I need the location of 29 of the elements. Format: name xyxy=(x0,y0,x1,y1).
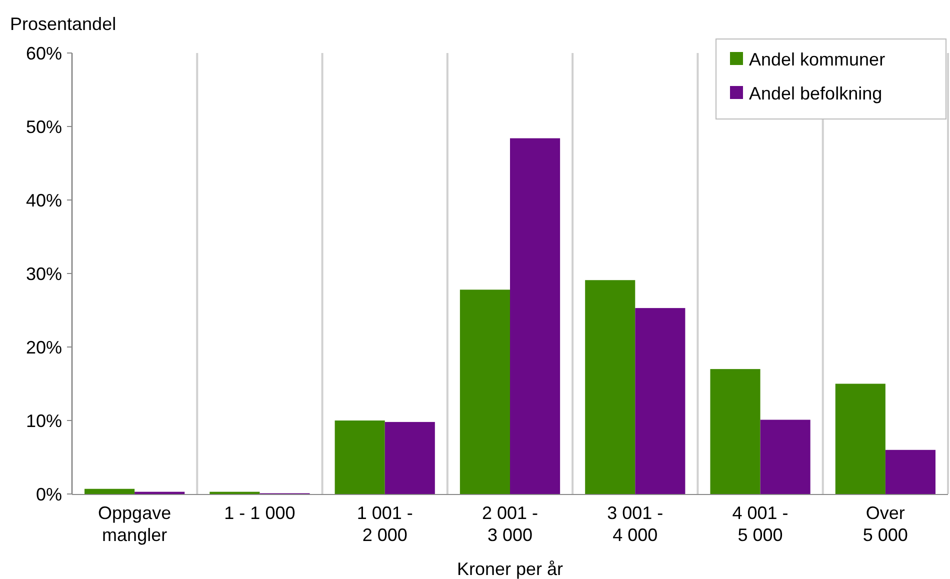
y-tick-label: 20% xyxy=(26,337,62,358)
x-tick-label: 1 - 1 000 xyxy=(224,503,296,523)
bar xyxy=(635,308,686,494)
bar xyxy=(885,450,936,494)
legend-label: Andel kommuner xyxy=(749,49,886,70)
bar xyxy=(510,138,560,494)
bar xyxy=(334,420,385,494)
y-tick-label: 50% xyxy=(26,116,62,137)
x-axis-title: Kroner per år xyxy=(456,559,564,579)
y-tick-label: 0% xyxy=(36,484,62,504)
legend-label: Andel befolkning xyxy=(749,83,882,104)
y-tick-label: 60% xyxy=(26,43,62,64)
y-axis-title: Prosentandel xyxy=(10,14,116,34)
x-tick-label: Oppgave mangler xyxy=(98,503,172,545)
x-tick-label: 2 001 - 3 000 xyxy=(482,503,538,545)
bar xyxy=(84,488,135,494)
bar xyxy=(384,422,435,494)
bar xyxy=(710,369,760,494)
y-tick-label: 30% xyxy=(26,264,62,284)
bar xyxy=(585,280,636,494)
x-tick-label: 3 001 - 4 000 xyxy=(607,503,664,545)
bar xyxy=(835,384,886,494)
x-tick-label: Over 5 000 xyxy=(862,503,908,545)
x-tick-label: 1 001 - 2 000 xyxy=(356,503,413,545)
x-tick-label: 4 001 - 5 000 xyxy=(732,503,788,545)
y-tick-label: 40% xyxy=(26,190,62,210)
bar xyxy=(760,420,810,494)
bar xyxy=(460,290,510,494)
y-tick-label: 10% xyxy=(26,410,62,431)
